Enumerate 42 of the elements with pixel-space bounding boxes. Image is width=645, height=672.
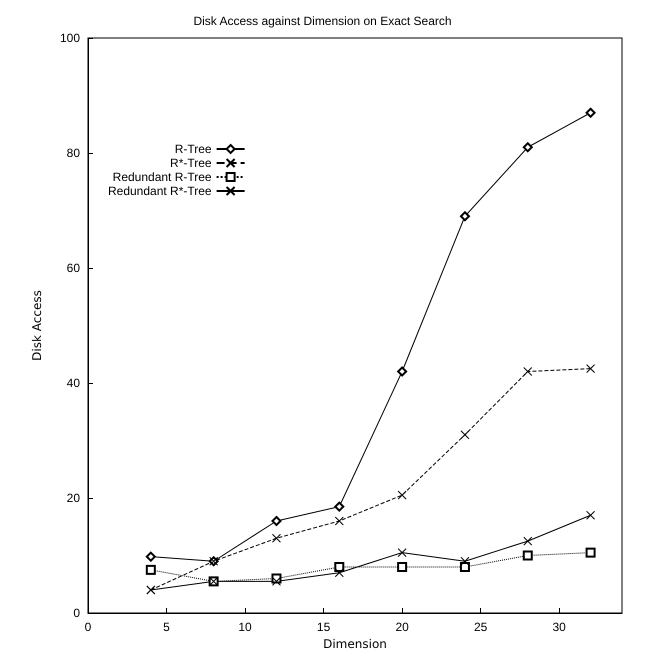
point xyxy=(523,367,532,376)
x-axis-title: Dimension xyxy=(323,636,387,651)
point xyxy=(586,548,596,558)
point xyxy=(522,550,533,560)
x-tick-label: 25 xyxy=(474,620,488,634)
point xyxy=(272,576,281,586)
point xyxy=(398,548,407,558)
point xyxy=(586,510,596,520)
point xyxy=(272,534,281,543)
y-tick-label: 0 xyxy=(73,606,80,620)
point xyxy=(460,430,470,440)
x-tick-label: 30 xyxy=(552,620,566,634)
legend-label: Redundant R*-Tree xyxy=(108,184,212,198)
y-tick-label: 80 xyxy=(66,146,80,160)
point xyxy=(397,562,408,572)
x-tick-label: 0 xyxy=(84,620,92,634)
x-tick-label: 15 xyxy=(316,620,331,634)
point xyxy=(586,364,596,374)
y-axis-title: Disk Access xyxy=(30,290,44,361)
point xyxy=(398,490,407,500)
point xyxy=(146,564,156,575)
y-tick-label: 60 xyxy=(66,261,80,275)
point xyxy=(523,536,532,546)
legend-label: R*-Tree xyxy=(170,156,212,170)
point xyxy=(146,552,156,562)
y-tick-label: 40 xyxy=(66,376,80,390)
x-tick-label: 20 xyxy=(395,620,410,634)
chart-title: Disk Access against Dimension on Exact Search xyxy=(193,14,452,28)
x-tick-label: 10 xyxy=(238,620,252,634)
point xyxy=(334,568,344,578)
point xyxy=(586,108,596,118)
x-tick-label: 5 xyxy=(163,620,170,634)
legend-label: R-Tree xyxy=(174,142,212,156)
point xyxy=(397,366,408,376)
point xyxy=(334,502,344,512)
y-tick-label: 20 xyxy=(66,491,80,505)
point xyxy=(271,516,282,526)
point xyxy=(522,142,533,152)
y-tick-label: 100 xyxy=(60,31,80,45)
point xyxy=(334,516,344,526)
legend-label: Redundant R-Tree xyxy=(112,170,212,184)
point xyxy=(460,211,470,222)
